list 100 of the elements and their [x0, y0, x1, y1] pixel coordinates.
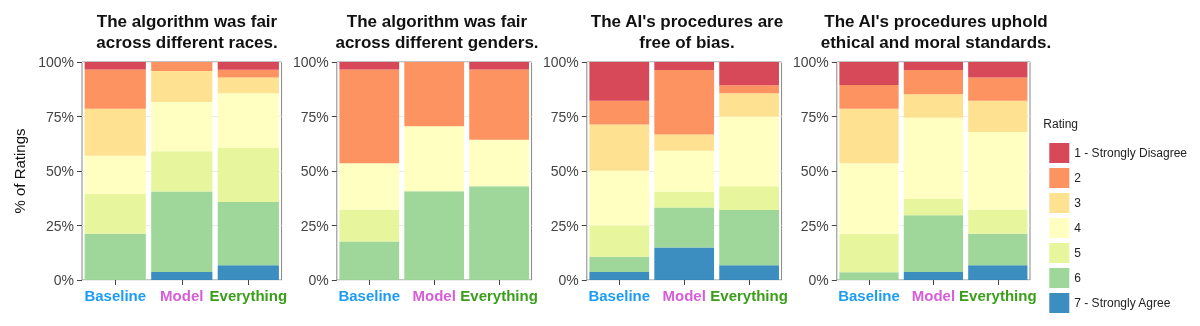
- bar: [339, 62, 400, 70]
- bar: [654, 191, 715, 208]
- legend-label: 1 - Strongly Disagree: [1074, 146, 1188, 160]
- y-tick-label: 0%: [808, 272, 829, 288]
- bar: [84, 155, 146, 195]
- chart-title: The AI's procedures are free of bias.: [590, 12, 784, 52]
- bar: [968, 77, 1028, 101]
- bar: [839, 84, 899, 109]
- bar: [589, 124, 650, 171]
- bar: [151, 62, 213, 71]
- bar: [589, 225, 650, 257]
- bar: [719, 186, 779, 211]
- bar: [404, 62, 465, 127]
- bar: [839, 163, 899, 234]
- y-tick-label: 25%: [550, 217, 579, 234]
- x-tick-label: Model: [911, 287, 956, 304]
- bar: [151, 151, 213, 192]
- x-tick-label: Model: [160, 287, 204, 304]
- bar: [654, 134, 715, 151]
- bar: [719, 265, 779, 280]
- y-tick-label: 75%: [800, 108, 829, 125]
- bar: [84, 62, 146, 70]
- bar: [84, 108, 146, 156]
- bar: [719, 62, 779, 86]
- y-tick-label: 25%: [300, 217, 329, 234]
- y-tick-label: 50%: [45, 163, 74, 179]
- y-tick-label: 75%: [550, 108, 579, 125]
- bar: [968, 62, 1028, 78]
- bar: [589, 62, 650, 101]
- y-tick-label: 0%: [558, 272, 579, 288]
- y-tick-label: 50%: [800, 163, 829, 179]
- y-tick-label: 50%: [550, 163, 579, 179]
- y-tick-label: 100%: [292, 54, 329, 70]
- bar: [839, 233, 899, 273]
- bar: [339, 209, 400, 242]
- bar: [589, 100, 650, 125]
- y-tick-label: 75%: [300, 108, 329, 125]
- bar: [654, 70, 715, 135]
- x-tick-label: Baseline: [84, 287, 147, 304]
- bar: [968, 100, 1028, 132]
- legend-label: 7 - Strongly Agree: [1074, 296, 1171, 310]
- y-tick-label: 0%: [308, 272, 329, 288]
- bar: [217, 69, 279, 78]
- bar: [151, 271, 213, 280]
- legend-label: 3: [1074, 196, 1082, 210]
- y-tick-label: 25%: [45, 217, 74, 234]
- bar: [903, 117, 964, 199]
- x-tick-label: Baseline: [588, 287, 651, 304]
- bar: [469, 62, 529, 70]
- bar: [654, 62, 715, 71]
- x-tick-label: Everything: [209, 287, 288, 304]
- y-tick-label: 100%: [542, 54, 579, 70]
- legend-label: 2: [1074, 171, 1082, 185]
- chart-title: The AI's procedures uphold ethical and moral standards.: [820, 12, 1052, 52]
- y-tick-label: 0%: [53, 272, 74, 288]
- x-tick-label: Everything: [959, 287, 1037, 304]
- bar: [903, 215, 964, 272]
- bar: [654, 247, 715, 280]
- bar: [589, 256, 650, 272]
- bar: [217, 62, 279, 70]
- x-tick-label: Baseline: [338, 287, 401, 304]
- bar: [151, 101, 213, 152]
- bar: [469, 69, 529, 140]
- bar: [151, 70, 213, 102]
- bar: [839, 272, 899, 280]
- bar: [903, 70, 964, 95]
- legend-label: 6: [1074, 271, 1082, 285]
- y-tick-label: 25%: [800, 217, 829, 234]
- y-axis-title: % of Ratings: [11, 128, 29, 214]
- chart-title: The algorithm was fair across different genders.: [335, 12, 539, 52]
- x-tick-label: Everything: [460, 287, 538, 304]
- bar: [839, 108, 899, 164]
- bar: [903, 94, 964, 118]
- y-tick-label: 50%: [300, 163, 329, 179]
- bar: [339, 241, 400, 280]
- chart-title: The algorithm was fair across different races.: [96, 12, 278, 52]
- bar: [719, 210, 779, 266]
- bar: [217, 265, 279, 280]
- bar: [469, 186, 529, 280]
- bar: [469, 139, 529, 187]
- bar: [968, 265, 1028, 280]
- bar: [217, 93, 279, 148]
- x-tick-label: Everything: [710, 287, 788, 304]
- bar: [151, 191, 213, 272]
- bar: [217, 201, 279, 266]
- bar: [589, 170, 650, 226]
- y-tick-label: 100%: [792, 54, 829, 70]
- y-tick-label: 75%: [45, 108, 74, 125]
- bar: [839, 62, 899, 85]
- bar: [968, 209, 1028, 234]
- bar: [339, 163, 400, 210]
- bar: [719, 85, 779, 94]
- bar: [903, 271, 964, 280]
- bar: [217, 77, 279, 94]
- bar: [217, 147, 279, 202]
- bar: [654, 150, 715, 192]
- bar: [968, 131, 1028, 210]
- x-tick-label: Baseline: [838, 287, 900, 304]
- bar: [404, 191, 465, 280]
- bar: [903, 198, 964, 216]
